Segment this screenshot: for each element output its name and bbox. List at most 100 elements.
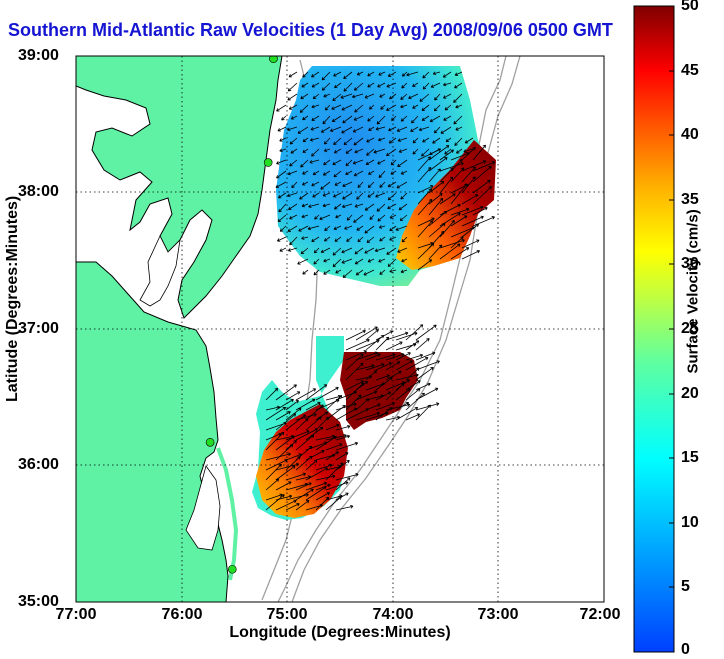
velocity-vector bbox=[422, 82, 430, 90]
station-marker bbox=[269, 56, 278, 64]
velocity-vector bbox=[385, 341, 403, 351]
velocity-vector bbox=[354, 148, 364, 154]
velocity-vector bbox=[357, 236, 364, 243]
velocity-vector bbox=[444, 148, 452, 155]
velocity-vector bbox=[342, 269, 353, 278]
velocity-vector bbox=[400, 269, 408, 274]
velocity-vector bbox=[341, 258, 353, 264]
velocity-vector bbox=[311, 115, 320, 121]
velocity-vector bbox=[315, 411, 329, 421]
velocity-vector bbox=[315, 474, 336, 481]
velocity-vector bbox=[417, 259, 433, 271]
velocity-vector bbox=[450, 215, 468, 227]
velocity-vector bbox=[342, 115, 353, 124]
velocity-vector bbox=[375, 407, 393, 421]
velocity-vector bbox=[354, 104, 364, 113]
velocity-vector bbox=[305, 426, 324, 441]
velocity-vector bbox=[412, 148, 419, 155]
velocity-vector bbox=[345, 408, 369, 421]
velocity-vector bbox=[455, 126, 463, 131]
velocity-vector bbox=[439, 176, 454, 194]
velocity-vector bbox=[275, 411, 291, 421]
velocity-vector bbox=[432, 137, 441, 144]
velocity-vector bbox=[453, 115, 463, 125]
velocity-vector bbox=[461, 147, 476, 161]
velocity-vector bbox=[302, 170, 309, 175]
velocity-vector bbox=[439, 193, 456, 205]
velocity-vector bbox=[301, 82, 309, 88]
velocity-vector bbox=[355, 411, 380, 421]
velocity-vector bbox=[377, 82, 386, 88]
velocity-vector bbox=[365, 353, 381, 361]
velocity-vector bbox=[368, 126, 375, 131]
velocity-vector bbox=[291, 181, 298, 189]
velocity-vector bbox=[332, 159, 342, 166]
velocity-vector bbox=[421, 115, 430, 121]
velocity-vector bbox=[461, 194, 479, 205]
velocity-vector bbox=[323, 148, 331, 153]
velocity-vector bbox=[415, 324, 437, 341]
velocity-vector bbox=[323, 93, 331, 98]
y-tick-label: 36:00 bbox=[18, 456, 59, 473]
velocity-vector bbox=[341, 104, 353, 111]
velocity-vector bbox=[376, 203, 386, 212]
velocity-vector bbox=[301, 236, 309, 240]
velocity-vector bbox=[385, 352, 405, 361]
velocity-vector bbox=[276, 159, 287, 165]
velocity-vector bbox=[364, 247, 375, 254]
velocity-vector bbox=[345, 350, 367, 361]
velocity-vector bbox=[450, 247, 470, 260]
velocity-vector bbox=[378, 71, 386, 76]
velocity-vector bbox=[307, 225, 320, 231]
velocity-vector bbox=[305, 416, 322, 431]
velocity-vector bbox=[285, 414, 307, 431]
velocity-vector bbox=[345, 170, 353, 176]
velocity-vector bbox=[377, 159, 386, 165]
velocity-vector bbox=[450, 183, 468, 205]
velocity-vector bbox=[461, 205, 484, 216]
velocity-vector bbox=[333, 137, 342, 146]
velocity-vector bbox=[400, 104, 408, 109]
velocity-vector bbox=[405, 392, 425, 411]
velocity-vector bbox=[302, 137, 309, 143]
velocity-vector bbox=[401, 258, 408, 263]
velocity-vector bbox=[333, 192, 342, 198]
velocity-vector bbox=[288, 203, 298, 211]
velocity-vector bbox=[311, 181, 320, 187]
velocity-vector bbox=[311, 104, 320, 109]
velocity-vector bbox=[342, 192, 353, 200]
velocity-vector bbox=[357, 181, 364, 188]
velocity-vector bbox=[388, 137, 397, 144]
velocity-vector bbox=[366, 137, 375, 143]
velocity-vector bbox=[275, 435, 295, 451]
velocity-vector bbox=[417, 156, 432, 172]
velocity-vector bbox=[417, 148, 442, 161]
velocity-vector bbox=[300, 159, 309, 168]
colorbar-tick-label: 5 bbox=[681, 578, 690, 595]
grid-lines bbox=[76, 56, 604, 602]
velocity-vector bbox=[450, 207, 470, 216]
velocity-vector bbox=[461, 249, 480, 260]
velocity-vector bbox=[276, 170, 287, 179]
velocity-vector bbox=[287, 225, 298, 232]
velocity-vector bbox=[295, 499, 310, 511]
colorbar-tick-label: 35 bbox=[681, 191, 699, 208]
velocity-vector bbox=[406, 71, 419, 77]
velocity-vector bbox=[356, 225, 364, 231]
velocity-vector bbox=[275, 444, 294, 461]
velocity-vector bbox=[386, 104, 397, 111]
velocity-vector bbox=[464, 137, 474, 144]
velocity-vector bbox=[400, 170, 408, 175]
velocity-vector bbox=[422, 71, 430, 79]
velocity-vector bbox=[400, 192, 408, 200]
velocity-vector bbox=[335, 424, 351, 431]
velocity-vector bbox=[352, 159, 364, 165]
velocity-vector bbox=[363, 269, 375, 276]
velocity-vector bbox=[346, 236, 353, 242]
velocity-vector bbox=[378, 258, 386, 263]
x-tick-label: 74:00 bbox=[372, 606, 414, 623]
velocity-vector bbox=[472, 161, 496, 172]
velocity-vector bbox=[389, 93, 397, 100]
velocity-vector bbox=[277, 126, 287, 132]
